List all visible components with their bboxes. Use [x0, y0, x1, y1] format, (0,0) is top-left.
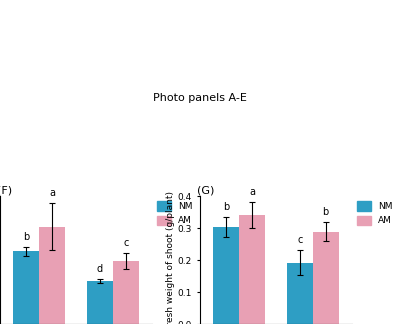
Text: a: a: [49, 188, 55, 198]
Bar: [239, 215, 265, 324]
Text: b: b: [322, 207, 329, 217]
Bar: [87, 281, 113, 324]
Bar: [13, 251, 39, 324]
Text: d: d: [97, 264, 103, 274]
Bar: [113, 261, 139, 324]
Bar: [39, 227, 65, 324]
Text: (G): (G): [197, 185, 214, 195]
Text: c: c: [297, 235, 302, 245]
Bar: [213, 227, 239, 324]
Legend: NM, AM: NM, AM: [156, 201, 193, 226]
Text: c: c: [123, 238, 128, 248]
Y-axis label: Fresh weight of shoot (g/plant): Fresh weight of shoot (g/plant): [166, 191, 174, 324]
Legend: NM, AM: NM, AM: [356, 201, 393, 226]
Bar: [313, 232, 339, 324]
Text: a: a: [249, 187, 255, 197]
Text: b: b: [23, 232, 29, 242]
Text: Photo panels A-E: Photo panels A-E: [153, 93, 247, 103]
Bar: [287, 262, 313, 324]
Text: (F): (F): [0, 185, 12, 195]
Text: b: b: [223, 202, 229, 212]
